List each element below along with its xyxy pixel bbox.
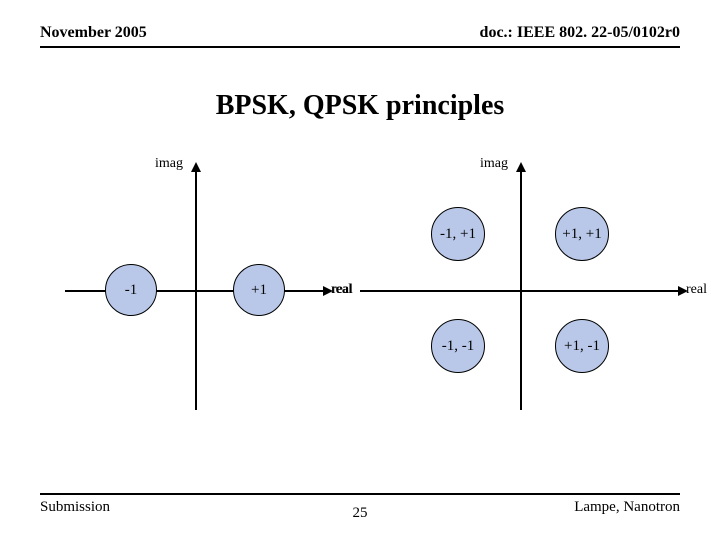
qpsk-point-2: -1, -1 [431,319,485,373]
bpsk-haxis [65,290,325,292]
header-date: November 2005 [40,24,147,42]
slide-title: BPSK, QPSK principles [0,90,720,122]
bpsk-point-0: -1 [105,264,157,316]
qpsk-point-1: +1, +1 [555,207,609,261]
bpsk-vaxis-arrow [191,162,201,172]
qpsk-haxis [360,290,680,292]
qpsk-point-0: -1, +1 [431,207,485,261]
header-doc: doc.: IEEE 802. 22-05/0102r0 [480,24,680,42]
qpsk-vaxis-arrow [516,162,526,172]
page-number: 25 [0,505,720,522]
bpsk-imag-label: imag [155,156,183,172]
slide-header: November 2005 doc.: IEEE 802. 22-05/0102… [40,24,680,48]
diagram-area: imagreal-1+1 imagreal-1, +1+1, +1-1, -1+… [40,150,680,470]
qpsk-point-3: +1, -1 [555,319,609,373]
qpsk-real-label: real [686,282,707,298]
qpsk-real-label-left: real [332,282,353,298]
qpsk-imag-label: imag [480,156,508,172]
bpsk-point-1: +1 [233,264,285,316]
